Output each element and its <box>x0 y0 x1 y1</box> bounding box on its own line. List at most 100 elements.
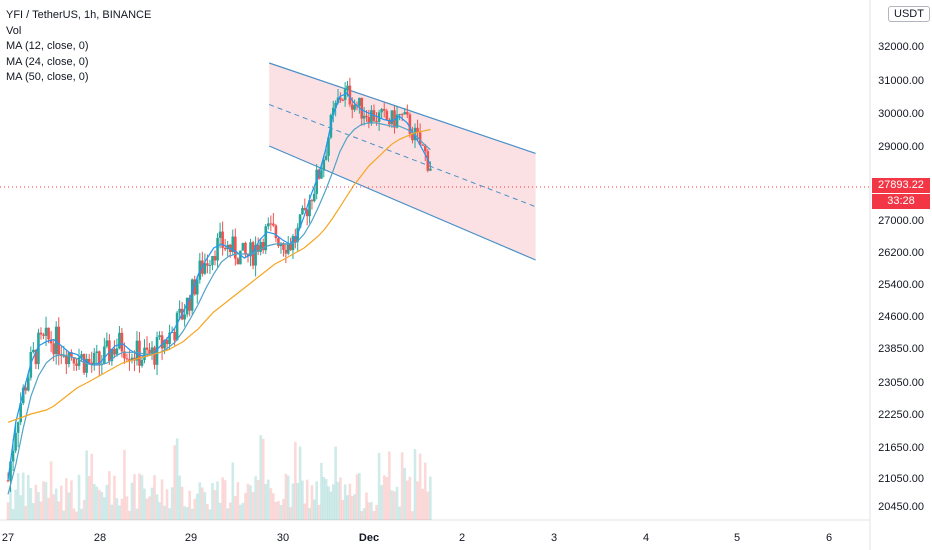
volume-bar <box>44 482 48 520</box>
candle-body <box>370 110 373 124</box>
volume-bar <box>90 453 94 520</box>
candle-body <box>6 480 10 482</box>
volume-bar <box>400 452 404 520</box>
y-tick-label: 20450.00 <box>878 501 924 513</box>
legend-volume[interactable]: Vol <box>6 24 22 37</box>
volume-bar <box>125 496 129 520</box>
volume-bar <box>6 502 10 520</box>
last-price-tag: 27893.22 <box>872 178 930 193</box>
candle-body <box>416 127 419 133</box>
candle-body <box>190 279 194 311</box>
volume-bar <box>130 482 134 520</box>
candle-body <box>429 168 432 171</box>
candle-body <box>403 112 407 115</box>
x-tick-label: 2 <box>459 532 465 544</box>
y-tick-label: 29000.00 <box>878 141 924 153</box>
volume-bar <box>234 496 237 520</box>
volume-bar <box>296 482 300 520</box>
candle-body <box>14 432 17 451</box>
candle-body <box>324 155 328 160</box>
volume-bar <box>37 492 40 520</box>
candle-body <box>315 169 318 194</box>
candle-body <box>120 332 124 352</box>
candle-body <box>57 326 61 355</box>
candle-body <box>77 357 81 366</box>
candle-body <box>24 387 28 391</box>
volume-bar <box>170 487 174 520</box>
volume-bar <box>317 504 321 520</box>
volume-bar <box>423 462 427 520</box>
volume-bar <box>49 461 53 520</box>
candle-body <box>266 223 270 227</box>
candle-body <box>346 85 349 90</box>
volume-bar <box>211 483 214 520</box>
candle-body <box>39 332 43 335</box>
volume-bar <box>54 488 58 520</box>
legend-ma24[interactable]: MA (24, close, 0) <box>6 55 89 68</box>
y-tick-label: 24600.00 <box>878 311 924 323</box>
candle-body <box>195 279 199 295</box>
candle-body <box>113 348 116 355</box>
volume-bar <box>277 500 280 520</box>
volume-bar <box>203 492 207 520</box>
candle-body <box>254 245 257 266</box>
legend-ma50[interactable]: MA (50, close, 0) <box>6 71 89 83</box>
volume-bar <box>77 474 81 520</box>
candle-body <box>322 159 326 171</box>
ma-line-1 <box>7 122 431 495</box>
legend-symbol[interactable]: YFI / TetherUS, 1h, BINANCE <box>6 9 152 21</box>
candle-body <box>289 243 292 251</box>
volume-bar <box>303 503 307 520</box>
candle-body <box>269 223 273 225</box>
candle-body <box>80 354 83 358</box>
candle-body <box>241 242 245 251</box>
volume-bar <box>329 491 333 520</box>
candle-body <box>87 358 91 363</box>
volume-bar <box>59 485 63 520</box>
legend-ma12[interactable]: MA (12, close, 0) <box>6 40 89 52</box>
volume-bar <box>341 500 345 520</box>
candle-body <box>282 243 285 250</box>
candle-body <box>168 332 171 345</box>
candle-body <box>339 97 342 100</box>
volume-bar <box>198 482 202 520</box>
volume-bar <box>348 483 352 520</box>
channel-fill <box>269 63 536 260</box>
volume-bar <box>390 490 394 520</box>
candle-body <box>59 354 63 356</box>
volume-bar <box>353 494 356 520</box>
volume-bar <box>195 493 199 520</box>
volume-bar <box>67 492 71 520</box>
volume-bar <box>241 502 245 520</box>
ma-line-0 <box>7 92 431 481</box>
candle-body <box>54 326 58 355</box>
candle-body <box>264 226 268 251</box>
currency-unit-button[interactable]: USDT <box>888 6 930 22</box>
volume-bar <box>26 474 30 520</box>
volume-bar <box>206 503 209 520</box>
candle-body <box>118 332 121 349</box>
candle-body <box>44 327 48 336</box>
candle-body <box>163 340 166 349</box>
y-tick-label: 30000.00 <box>878 108 924 120</box>
candle-body <box>239 250 242 265</box>
volume-bar <box>246 483 250 520</box>
candle-body <box>277 238 280 247</box>
candle-body <box>406 112 409 115</box>
volume-bar <box>52 494 55 520</box>
y-tick-label: 32000.00 <box>878 41 924 53</box>
candle-body <box>208 265 212 267</box>
volume-bar <box>426 491 430 520</box>
candle-body <box>11 450 15 462</box>
volume-bar <box>266 479 270 520</box>
candle-body <box>92 352 96 365</box>
candle-body <box>279 243 283 247</box>
candle-body <box>216 237 219 261</box>
candle-body <box>395 114 399 128</box>
volume-bar <box>403 467 407 520</box>
candle-body <box>155 337 159 365</box>
candle-body <box>400 114 404 116</box>
candle-body <box>398 114 401 116</box>
